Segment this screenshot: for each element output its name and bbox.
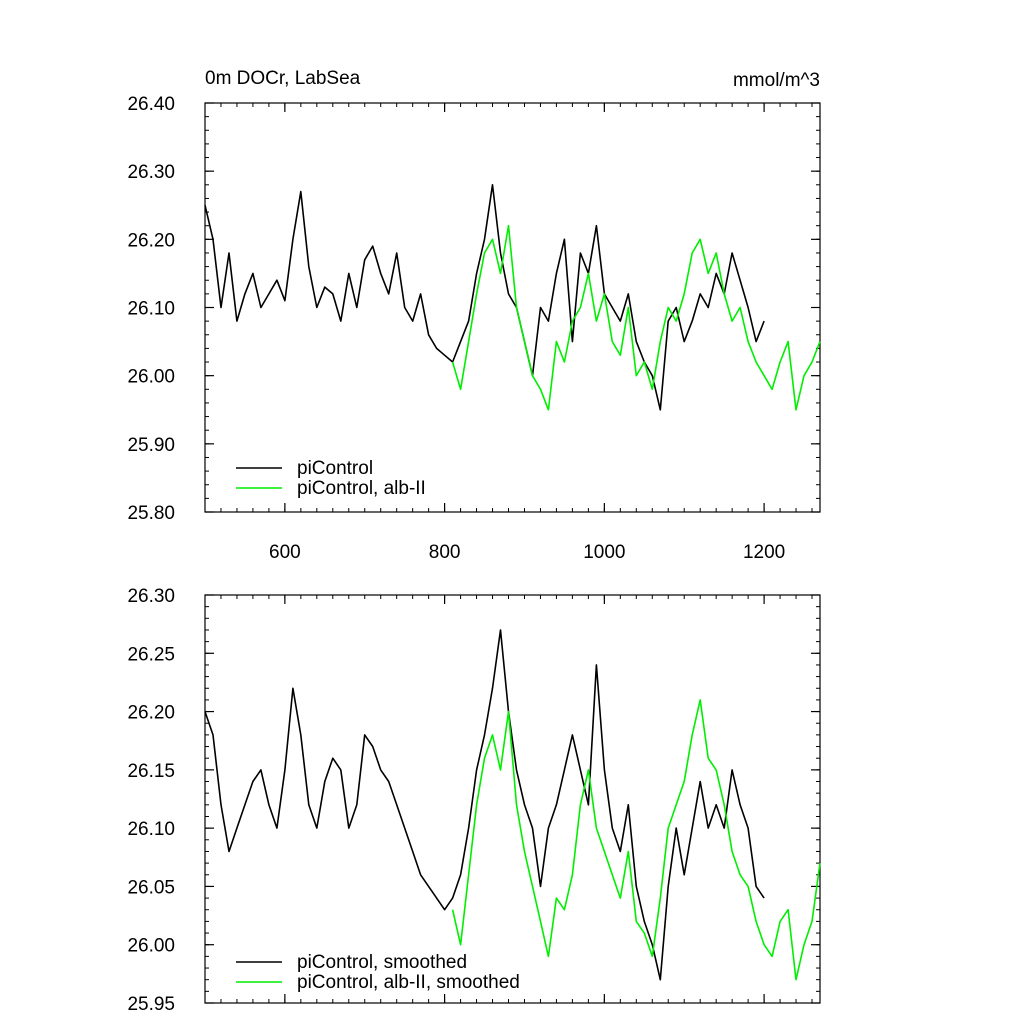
y-tick-label: 26.20 [127,230,175,251]
series-line-picontrol-alb-ii [451,699,821,981]
legend-item: piControl, alb-II [236,478,426,499]
legend-item: piControl, alb-II, smoothed [236,972,520,993]
legend-label: piControl, smoothed [297,952,467,973]
units-label: mmol/m^3 [733,70,820,91]
y-tick-label: 26.30 [127,586,175,607]
plot-frame [204,594,821,1004]
y-tick-label: 26.25 [127,644,175,665]
y-tick-label: 25.95 [127,994,175,1015]
y-tick-label: 26.40 [127,94,175,115]
x-tick-label: 800 [429,542,461,563]
series-line-picontrol [204,184,765,411]
series-line-picontrol-alb-ii [451,224,821,411]
chart-title: 0m DOCr, LabSea [205,68,361,89]
series-line-picontrol [204,629,765,981]
y-tick-label: 26.20 [127,703,175,724]
y-tick-label: 26.30 [127,162,175,183]
y-tick-label: 26.05 [127,877,175,898]
legend-label: piControl [297,458,373,479]
y-tick-label: 25.90 [127,435,175,456]
x-tick-label: 1000 [583,542,625,563]
y-tick-label: 26.10 [127,299,175,320]
x-tick-label: 1200 [743,542,785,563]
legend-item: piControl, smoothed [236,952,467,973]
legend-item: piControl [236,458,373,479]
y-tick-label: 26.10 [127,819,175,840]
legend-label: piControl, alb-II [297,478,426,499]
top-panel: 0m DOCr, LabSea mmol/m^3 25.80 25.90 26.00… [127,68,821,563]
y-tick-label: 26.00 [127,936,175,957]
x-tick-label: 600 [269,542,301,563]
y-tick-label: 25.80 [127,503,175,524]
y-tick-label: 26.00 [127,367,175,388]
y-tick-label: 26.15 [127,761,175,782]
bottom-panel: 25.95 26.00 26.05 26.10 26.15 26.20 26.25 26.30… [127,586,821,1015]
legend-label: piControl, alb-II, smoothed [297,972,520,993]
